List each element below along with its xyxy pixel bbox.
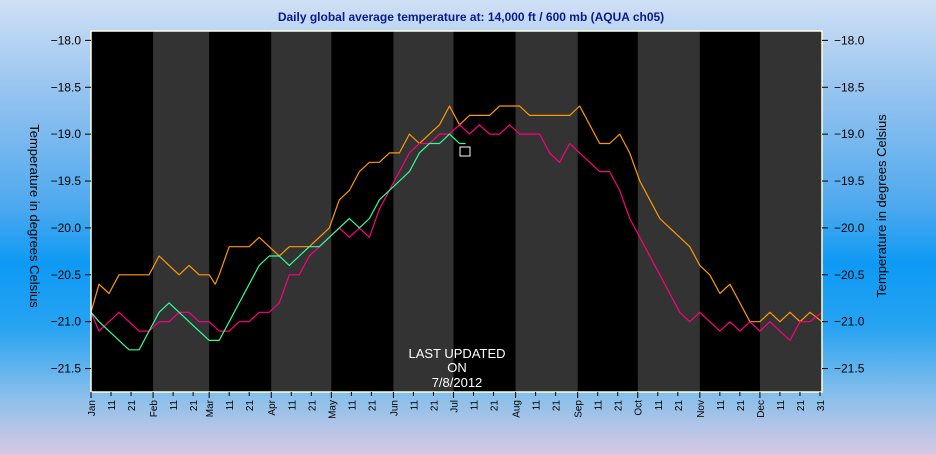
chart-title: Daily global average temperature at: 14,… (278, 10, 664, 24)
x-tick-label-day: 11 (225, 400, 236, 411)
y-axis-right: −18.0 −18.5 −19.0 −19.5 −20.0 −20.5 −21.0 −21.5 (822, 33, 865, 376)
x-tick-label-day: 21 (189, 400, 200, 412)
x-tick-label-month: Sep (574, 400, 585, 418)
month-band-aug (515, 31, 578, 392)
x-tick-label-day: 11 (532, 400, 543, 411)
series-line-0 (90, 105, 823, 323)
x-tick-label-day: 21 (736, 400, 747, 412)
month-band-oct (637, 31, 700, 392)
x-tick-label-month: Jan (87, 400, 98, 416)
y-tick-label-right: −19.0 (834, 127, 865, 141)
y-tick-label-left: −18.0 (51, 33, 82, 47)
x-tick-label-day: 21 (674, 400, 685, 412)
x-axis: Jan 11 21 Feb 11 21 Mar 11 21 Apr 11 21 May 11 21 Jun 11… (87, 392, 827, 419)
y-tick-label-right: −20.0 (834, 221, 865, 235)
x-tick-label-month: Nov (696, 400, 707, 418)
x-tick-label-day: 11 (716, 400, 727, 411)
series-line-1 (90, 124, 823, 341)
y-tick-label-right: −18.5 (834, 80, 865, 94)
month-band-jun (393, 31, 454, 392)
annotation-line-3: 7/8/2012 (432, 375, 483, 390)
y-axis-label-right: Temperature in degrees Celsius (874, 114, 889, 298)
month-band-feb (153, 31, 210, 392)
y-tick-label-left: −19.0 (51, 127, 82, 141)
annotation-line-2: ON (447, 360, 467, 375)
x-tick-label-day: 11 (594, 400, 605, 411)
x-tick-label-month: Apr (267, 399, 278, 415)
y-axis-label-left: Temperature in degrees Celsius (27, 124, 42, 308)
x-tick-label-month: Feb (149, 400, 160, 418)
x-tick-label-day: 11 (654, 400, 665, 411)
current-day-marker (459, 146, 471, 157)
x-tick-label-day: 11 (409, 400, 420, 411)
x-tick-label-month: Oct (634, 400, 645, 416)
plot-background (91, 31, 822, 392)
x-tick-label-day: 11 (287, 400, 298, 411)
y-tick-label-left: −20.0 (51, 221, 82, 235)
y-tick-label-right: −21.0 (834, 315, 865, 329)
x-tick-label-month: Mar (205, 399, 216, 417)
x-tick-label-day: 21 (127, 400, 138, 412)
month-band-apr (271, 31, 332, 392)
plot-area (91, 31, 822, 392)
x-tick-label-day: 11 (169, 400, 180, 411)
x-tick-label-day: 21 (245, 400, 256, 412)
x-tick-label-month: Jul (449, 400, 460, 413)
y-tick-label-left: −21.0 (51, 315, 82, 329)
x-tick-label-month: May (327, 400, 338, 419)
x-tick-label-month: Jun (389, 400, 400, 416)
x-tick-label-day: 21 (367, 400, 378, 412)
y-axis-left: −18.0 −18.5 −19.0 −19.5 −20.0 −20.5 −21.0 −21.5 (51, 33, 91, 376)
y-tick-label-left: −19.5 (51, 174, 82, 188)
frame-border (90, 30, 823, 393)
x-tick-label-month: Aug (512, 400, 523, 418)
x-tick-label-day: 21 (614, 400, 625, 412)
x-tick-label-day: 21 (490, 400, 501, 412)
annotation-line-1: LAST UPDATED (408, 346, 505, 361)
y-tick-label-left: −20.5 (51, 268, 82, 282)
x-tick-label-day: 21 (796, 400, 807, 412)
y-tick-label-right: −20.5 (834, 268, 865, 282)
x-tick-label-day: 21 (307, 400, 318, 412)
y-tick-label-right: −21.5 (834, 362, 865, 376)
series-group (90, 105, 823, 351)
x-tick-label-day: 21 (552, 400, 563, 412)
x-tick-label-day: 11 (470, 400, 481, 411)
x-tick-label-day: 11 (776, 400, 787, 411)
y-tick-label-right: −19.5 (834, 174, 865, 188)
plot-frame (90, 30, 823, 393)
y-tick-label-left: −18.5 (51, 80, 82, 94)
y-tick-label-right: −18.0 (834, 33, 865, 47)
month-bands (153, 31, 822, 392)
x-tick-label-day: 11 (347, 400, 358, 411)
x-tick-label-day: 31 (816, 400, 827, 412)
x-tick-label-day: 21 (429, 400, 440, 412)
x-tick-label-month: Dec (756, 400, 767, 418)
x-tick-label-day: 11 (107, 400, 118, 411)
month-band-dec (759, 31, 822, 392)
y-tick-label-left: −21.5 (51, 362, 82, 376)
series-line-2 (90, 133, 466, 351)
